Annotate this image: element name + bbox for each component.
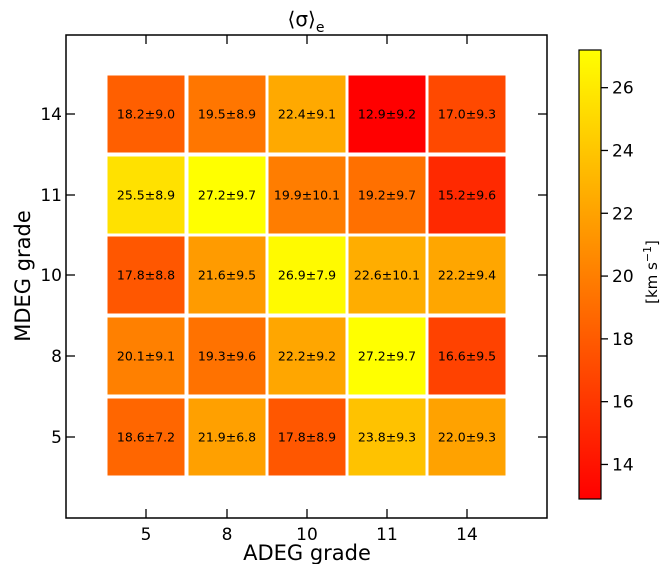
heatmap-cell bbox=[268, 398, 346, 476]
heatmap-cell bbox=[268, 75, 346, 153]
colorbar bbox=[578, 49, 602, 500]
x-axis-title: ADEG grade bbox=[243, 541, 371, 564]
colorbar-tick-label: 22 bbox=[612, 204, 634, 224]
heatmap-cell bbox=[268, 317, 346, 395]
colorbar-ticks: 14 16 18 20 22 24 26 bbox=[601, 79, 634, 475]
cell-value-label: 21.9±6.8 bbox=[198, 430, 256, 445]
colorbar-tick-label: 18 bbox=[612, 330, 634, 350]
y-tick-label: 5 bbox=[51, 428, 62, 448]
cell-value-label: 18.2±9.0 bbox=[117, 107, 175, 122]
cell-value-label: 19.3±9.6 bbox=[198, 349, 256, 364]
cell-value-label: 22.4±9.1 bbox=[278, 107, 336, 122]
y-tick-label: 11 bbox=[40, 186, 62, 206]
heatmap-cell bbox=[188, 398, 266, 476]
cell-value-label: 23.8±9.3 bbox=[358, 430, 416, 445]
colorbar-tick-label: 16 bbox=[612, 393, 634, 413]
colorbar-tick-label: 14 bbox=[612, 455, 634, 475]
colorbar-tick-label: 26 bbox=[612, 79, 634, 99]
colorbar-label-sup: −1 bbox=[641, 246, 654, 262]
colorbar-tick-label: 20 bbox=[612, 267, 634, 287]
x-tick-label: 5 bbox=[141, 525, 152, 545]
heatmap-cells: 18.6±7.2 21.9±6.8 17.8±8.9 23.8±9.3 22.0±9.3… bbox=[107, 75, 506, 476]
axis-ticks: 5 8 10 11 14 5 8 10 11 14 bbox=[40, 35, 547, 545]
colorbar-label: [km s−1] bbox=[641, 240, 661, 304]
cell-value-label: 19.9±10.1 bbox=[274, 188, 340, 203]
heatmap-cell bbox=[107, 156, 185, 234]
cell-value-label: 12.9±9.2 bbox=[358, 107, 416, 122]
heatmap-cell bbox=[188, 156, 266, 234]
x-tick-label: 8 bbox=[222, 525, 233, 545]
heatmap-cell bbox=[188, 317, 266, 395]
heatmap-cell bbox=[107, 236, 185, 314]
heatmap-cell bbox=[428, 236, 506, 314]
heatmap-cell bbox=[348, 156, 426, 234]
x-tick-label: 11 bbox=[376, 525, 398, 545]
heatmap-cell bbox=[268, 236, 346, 314]
heatmap-cell bbox=[428, 156, 506, 234]
cell-value-label: 20.1±9.1 bbox=[117, 349, 175, 364]
heatmap-cell bbox=[428, 317, 506, 395]
heatmap-cell bbox=[188, 236, 266, 314]
cell-value-label: 22.6±10.1 bbox=[354, 268, 420, 283]
cell-value-label: 22.2±9.4 bbox=[438, 268, 496, 283]
cell-value-label: 17.8±8.8 bbox=[117, 268, 175, 283]
cell-value-label: 22.2±9.2 bbox=[278, 349, 336, 364]
cell-value-label: 21.6±9.5 bbox=[198, 268, 256, 283]
heatmap-cell bbox=[348, 75, 426, 153]
heatmap-cell bbox=[428, 398, 506, 476]
cell-value-label: 25.5±8.9 bbox=[117, 188, 175, 203]
x-tick-label: 10 bbox=[296, 525, 318, 545]
colorbar-label-text: [km s bbox=[643, 262, 661, 304]
cell-value-label: 27.2±9.7 bbox=[358, 349, 416, 364]
y-tick-label: 10 bbox=[40, 266, 62, 286]
cell-value-label: 15.2±9.6 bbox=[438, 188, 496, 203]
y-axis-title: MDEG grade bbox=[11, 210, 35, 342]
cell-value-label: 17.8±8.9 bbox=[278, 430, 336, 445]
cell-value-label: 22.0±9.3 bbox=[438, 430, 496, 445]
y-tick-label: 8 bbox=[51, 347, 62, 367]
heatmap-cell bbox=[188, 75, 266, 153]
heatmap-cell bbox=[107, 75, 185, 153]
cell-value-label: 17.0±9.3 bbox=[438, 107, 496, 122]
colorbar-tick-label: 24 bbox=[612, 141, 634, 161]
heatmap-cell bbox=[348, 317, 426, 395]
heatmap-cell bbox=[348, 398, 426, 476]
cell-value-label: 27.2±9.7 bbox=[198, 188, 256, 203]
cell-value-label: 16.6±9.5 bbox=[438, 349, 496, 364]
cell-value-label: 26.9±7.9 bbox=[278, 268, 336, 283]
cell-value-label: 18.6±7.2 bbox=[117, 430, 175, 445]
heatmap-cell bbox=[107, 398, 185, 476]
heatmap-cell bbox=[107, 317, 185, 395]
cell-value-label: 19.5±8.9 bbox=[198, 107, 256, 122]
y-tick-label: 14 bbox=[40, 105, 62, 125]
heatmap-cell bbox=[428, 75, 506, 153]
x-tick-label: 14 bbox=[456, 525, 478, 545]
heatmap-cell bbox=[268, 156, 346, 234]
chart-title-main: ⟨σ⟩ bbox=[288, 7, 316, 31]
heatmap-cell bbox=[348, 236, 426, 314]
colorbar-label-close: ] bbox=[643, 240, 661, 246]
cell-value-label: 19.2±9.7 bbox=[358, 188, 416, 203]
chart-title: ⟨σ⟩e bbox=[288, 7, 325, 36]
chart-title-subscript: e bbox=[316, 20, 325, 36]
